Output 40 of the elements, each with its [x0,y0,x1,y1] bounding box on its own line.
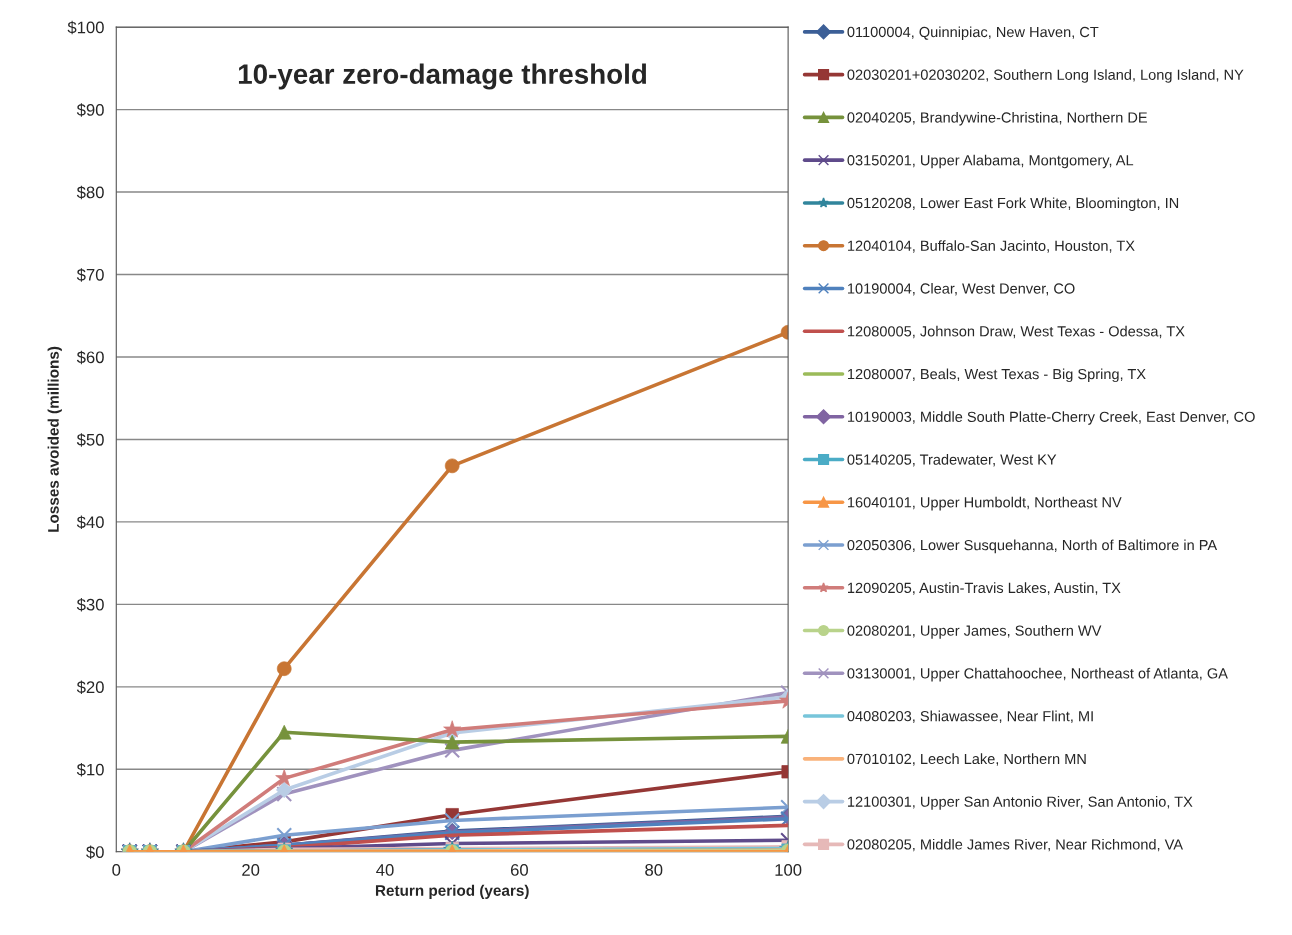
legend-label: 10190003, Middle South Platte-Cherry Creek, East Denver, CO [848,411,1255,425]
x-tick-label: 0 [112,864,121,876]
legend-label: 03130001, Upper Chattahoochee, Northeast of Atlanta, GA [847,667,1228,682]
y-tick-label: $20 [76,680,104,695]
legend-label: 12080005, Johnson Draw, West Texas - Odessa, TX [848,325,1185,339]
y-tick-label: $10 [76,763,104,777]
x-axis-title: Return period (years) [375,884,529,899]
y-tick-label: $90 [76,103,104,117]
legend-label: 07010102, Leech Lake, Northern MN [847,753,1086,766]
y-tick-label: $30 [76,598,104,612]
legend-label: 03150201, Upper Alabama, Montgomery, AL [847,154,1134,169]
legend-label: 04080203, Shiawassee, Near Flint, MI [847,710,1093,724]
legend-label: 05120208, Lower East Fork White, Bloomington, IN [847,197,1179,212]
y-tick-label: $80 [76,185,104,200]
legend-label: 01100004, Quinnipiac, New Haven, CT [847,26,1099,41]
x-tick-label: 100 [775,864,802,876]
y-axis-title: Losses avoided (millions) [47,346,62,532]
legend-label: 10190004, Clear, West Denver, CO [848,282,1075,296]
legend-label: 05140205, Tradewater, West KY [847,454,1057,467]
legend-label: 02040205, Brandywine-Christina, Northern DE [847,111,1148,126]
legend-label: 16040101, Upper Humboldt, Northeast NV [848,496,1122,511]
legend-label: 02080201, Upper James, Southern WV [847,625,1102,639]
y-tick-label: $40 [76,515,104,530]
legend-label: 02050306, Lower Susquehanna, North of Baltimore in PA [847,539,1218,554]
y-tick-label: $50 [76,433,104,447]
x-tick-label: 40 [376,864,394,876]
y-tick-label: $60 [76,350,104,365]
x-tick-label: 60 [510,864,528,876]
y-tick-label: $0 [86,845,104,859]
text: 10-year zero-damage threshold [238,63,647,90]
legend-label: 12040104, Buffalo-San Jacinto, Houston, TX [848,240,1135,253]
legend-label: 12100301, Upper San Antonio River, San Antonio, TX [848,796,1193,810]
legend-label: 12080007, Beals, West Texas - Big Spring, TX [848,368,1146,383]
y-tick-label: $70 [76,268,104,282]
x-tick-label: 20 [242,864,260,876]
legend-label: 02030201+02030202, Southern Long Island, Long Island, NY [847,69,1244,83]
y-tick-label: $100 [67,20,104,35]
legend-label: 12090205, Austin-Travis Lakes, Austin, TX [848,582,1121,595]
x-tick-label: 80 [645,864,663,876]
legend-label: 02080205, Middle James River, Near Richmond, VA [847,838,1183,852]
